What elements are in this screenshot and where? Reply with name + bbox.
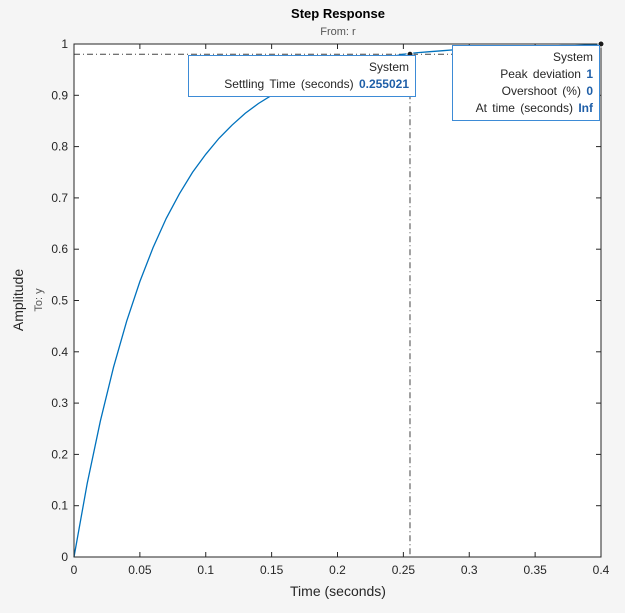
x-tick-label: 0.25 xyxy=(392,563,416,577)
y-tick-label: 0.5 xyxy=(51,294,68,308)
x-tick-label: 0.35 xyxy=(523,563,547,577)
x-tick-label: 0.3 xyxy=(461,563,478,577)
plot-border xyxy=(73,43,602,558)
overshoot-label: Overshoot (%) xyxy=(501,84,581,98)
chart-title: Step Response xyxy=(291,6,385,21)
y-tick-label: 0.7 xyxy=(51,191,68,205)
y-tick-label: 0.6 xyxy=(51,242,68,256)
settling-system-label: System xyxy=(368,60,409,74)
settling-time-label: Settling Time (seconds) xyxy=(224,77,354,91)
plot-area[interactable] xyxy=(74,44,601,557)
y-tick-label: 0.2 xyxy=(51,447,68,461)
y-tick-labels: 0 0.1 0.2 0.3 0.4 0.5 0.6 0.7 0.8 0.9 1 xyxy=(51,37,68,564)
y-tick-label: 0.3 xyxy=(51,396,68,410)
peak-time-value: Inf xyxy=(578,101,593,115)
x-tick-label: 0.15 xyxy=(260,563,284,577)
x-tick-label: 0 xyxy=(71,563,78,577)
x-tick-label: 0.4 xyxy=(593,563,610,577)
x-tick-label: 0.05 xyxy=(128,563,152,577)
peak-deviation-value: 1 xyxy=(586,67,593,81)
y-axis-label: Amplitude xyxy=(10,269,26,331)
y-tick-label: 0.4 xyxy=(51,345,68,359)
x-tick-label: 0.1 xyxy=(197,563,214,577)
x-tick-label: 0.2 xyxy=(329,563,346,577)
peak-deviation-label: Peak deviation xyxy=(500,67,581,81)
settling-time-value: 0.255021 xyxy=(358,77,409,91)
settling-time-datatip[interactable]: System Settling Time (seconds) 0.255021 xyxy=(188,55,416,97)
y-tick-label: 0.9 xyxy=(51,88,68,102)
peak-response-datatip[interactable]: System Peak deviation 1 Overshoot (%) 0 … xyxy=(452,45,600,121)
x-tick-labels: 0 0.05 0.1 0.15 0.2 0.25 0.3 0.35 0.4 xyxy=(71,563,610,577)
overshoot-value: 0 xyxy=(586,84,593,98)
y-tick-label: 0.1 xyxy=(51,499,68,513)
x-axis-label: Time (seconds) xyxy=(290,583,386,599)
peak-time-label: At time (seconds) xyxy=(475,101,573,115)
y-tick-label: 0 xyxy=(61,550,68,564)
y-tick-label: 0.8 xyxy=(51,140,68,154)
peak-system-label: System xyxy=(552,50,593,64)
y-tick-label: 1 xyxy=(61,37,68,51)
reference-lines xyxy=(74,53,601,557)
y-axis-sublabel: To: y xyxy=(33,288,45,312)
chart-subtitle: From: r xyxy=(320,26,356,38)
